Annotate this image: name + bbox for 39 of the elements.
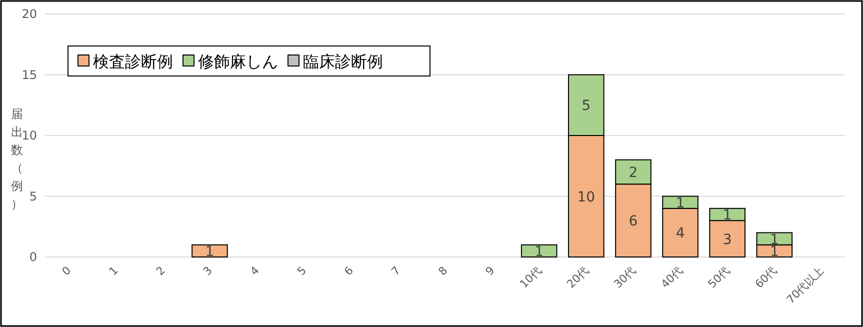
y-tick-label: 5 bbox=[29, 189, 37, 204]
y-tick-label: 10 bbox=[22, 128, 37, 142]
data-label: 1 bbox=[770, 244, 779, 260]
x-tick-label: 0 bbox=[60, 264, 74, 278]
data-label: 1 bbox=[722, 207, 732, 224]
y-axis-title: 届出数（例） bbox=[11, 107, 23, 211]
x-tick-label: 10代 bbox=[517, 264, 544, 291]
data-label: 3 bbox=[722, 232, 732, 248]
data-label: 1 bbox=[534, 244, 544, 260]
y-tick-label: 0 bbox=[29, 250, 37, 264]
x-tick-label: 2 bbox=[154, 264, 168, 278]
x-tick-label: 50代 bbox=[706, 264, 732, 291]
data-label: 10 bbox=[577, 189, 596, 206]
x-tick-label: 30代 bbox=[611, 264, 638, 291]
y-tick-label: 20 bbox=[22, 7, 37, 21]
bar bbox=[192, 244, 228, 258]
x-tick-label: 5 bbox=[294, 264, 309, 278]
x-tick-label: 20代 bbox=[564, 264, 592, 291]
y-tick-label: 15 bbox=[22, 68, 37, 82]
x-tick-label: 8 bbox=[436, 264, 450, 278]
x-tick-label: 40代 bbox=[658, 264, 686, 291]
x-tick-label: 70代以上 bbox=[784, 264, 827, 306]
legend-label: 検査診断例 bbox=[93, 52, 173, 71]
x-tick-label: 7 bbox=[388, 264, 404, 278]
bar bbox=[520, 244, 558, 258]
x-tick-label: 60代 bbox=[752, 264, 780, 291]
x-tick-label: 4 bbox=[248, 264, 262, 278]
x-tick-label: 6 bbox=[342, 264, 356, 278]
data-label: 1 bbox=[676, 195, 685, 212]
x-tick-label: 9 bbox=[483, 264, 498, 278]
legend-label: 臨床診断例 bbox=[303, 52, 383, 71]
data-label: 1 bbox=[205, 244, 214, 260]
data-label: 4 bbox=[676, 226, 685, 242]
data-label: 5 bbox=[582, 98, 591, 114]
x-tick-label: 1 bbox=[106, 264, 121, 278]
data-label: 2 bbox=[628, 164, 638, 181]
legend-label: 修飾麻しん bbox=[198, 52, 278, 71]
data-label: 6 bbox=[628, 214, 638, 230]
x-tick-label: 3 bbox=[200, 264, 215, 278]
